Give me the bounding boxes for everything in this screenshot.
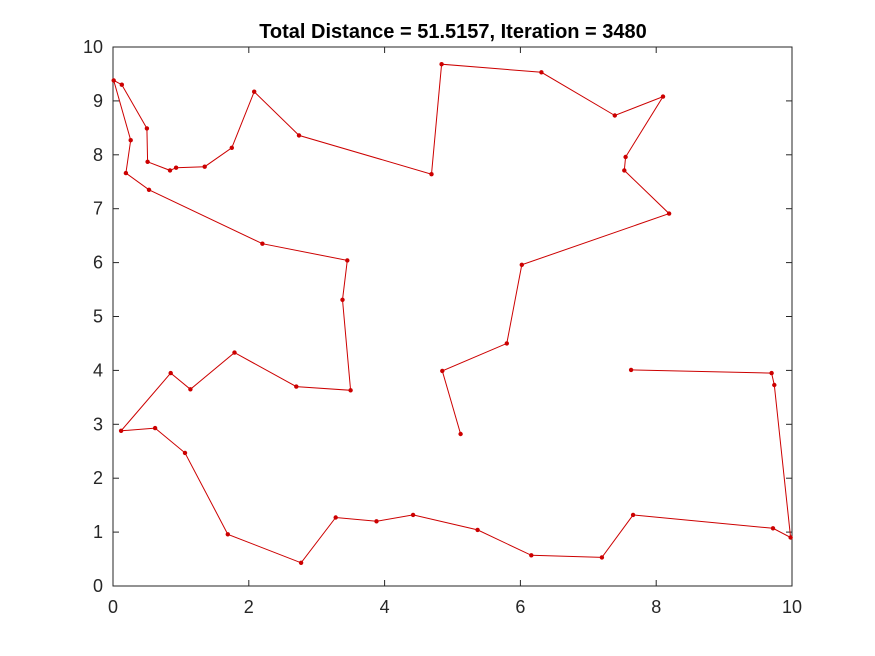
tour-route-line	[112, 63, 792, 564]
city-point	[539, 70, 544, 75]
city-point	[168, 370, 173, 376]
y-tick-label: 8	[93, 145, 103, 165]
y-tick-label: 7	[93, 199, 103, 219]
city-point	[622, 168, 627, 173]
city-point	[260, 241, 265, 246]
x-tick-label: 10	[782, 597, 802, 617]
city-point	[111, 78, 116, 83]
city-point	[294, 384, 299, 389]
x-tick-label: 2	[244, 597, 254, 617]
city-point	[628, 367, 634, 373]
city-point	[188, 387, 193, 392]
city-point	[232, 350, 237, 355]
city-point	[146, 187, 152, 192]
city-point	[599, 555, 605, 560]
y-tick-label: 5	[93, 307, 103, 327]
x-tick-label: 0	[108, 597, 118, 617]
city-markers	[111, 61, 793, 565]
y-tick-label: 3	[93, 414, 103, 434]
city-point	[772, 382, 777, 388]
y-tick-label: 10	[83, 37, 103, 57]
city-point	[345, 258, 350, 263]
city-point	[145, 159, 150, 164]
city-point	[429, 172, 434, 177]
tick-labels: 0 2 4 6 8 10 0 1 2 3 4 5 6 7 8 9 10	[83, 37, 802, 617]
city-point	[770, 526, 776, 531]
y-tick-label: 0	[93, 576, 103, 596]
city-point	[458, 431, 463, 437]
y-tick-label: 9	[93, 91, 103, 111]
city-point	[333, 515, 338, 520]
city-point	[504, 341, 509, 346]
city-point	[348, 388, 353, 393]
city-point	[340, 297, 345, 302]
city-point	[788, 535, 793, 540]
city-point	[666, 211, 672, 216]
city-point	[128, 138, 133, 143]
y-tick-label: 2	[93, 468, 103, 488]
x-tick-label: 4	[380, 597, 390, 617]
city-point	[439, 61, 444, 67]
city-point	[167, 168, 173, 173]
city-point	[410, 512, 416, 518]
city-point	[123, 170, 129, 176]
city-point	[229, 145, 234, 150]
city-point	[202, 164, 207, 169]
y-tick-label: 4	[93, 360, 103, 380]
city-point	[173, 165, 179, 170]
city-point	[769, 370, 774, 376]
chart-title: Total Distance = 51.5157, Iteration = 34…	[259, 21, 647, 43]
city-point	[440, 368, 445, 374]
city-point	[612, 113, 617, 118]
x-tick-label: 6	[515, 597, 525, 617]
city-point	[660, 94, 666, 99]
axes-background	[112, 46, 793, 587]
x-tick-label: 8	[651, 597, 661, 617]
y-tick-label: 1	[93, 522, 103, 542]
city-point	[225, 532, 230, 537]
tick-marks	[112, 46, 793, 587]
city-point	[475, 527, 480, 533]
city-point	[152, 425, 158, 431]
city-point	[182, 450, 188, 456]
city-point	[529, 553, 534, 558]
city-point	[144, 126, 150, 131]
city-point	[118, 428, 124, 433]
city-point	[623, 154, 628, 160]
city-point	[296, 133, 302, 138]
city-point	[119, 82, 125, 87]
city-point	[630, 512, 636, 518]
city-point	[374, 519, 379, 524]
city-point	[519, 262, 524, 267]
city-point	[252, 89, 257, 94]
y-tick-label: 6	[93, 253, 103, 273]
city-point	[298, 560, 304, 565]
